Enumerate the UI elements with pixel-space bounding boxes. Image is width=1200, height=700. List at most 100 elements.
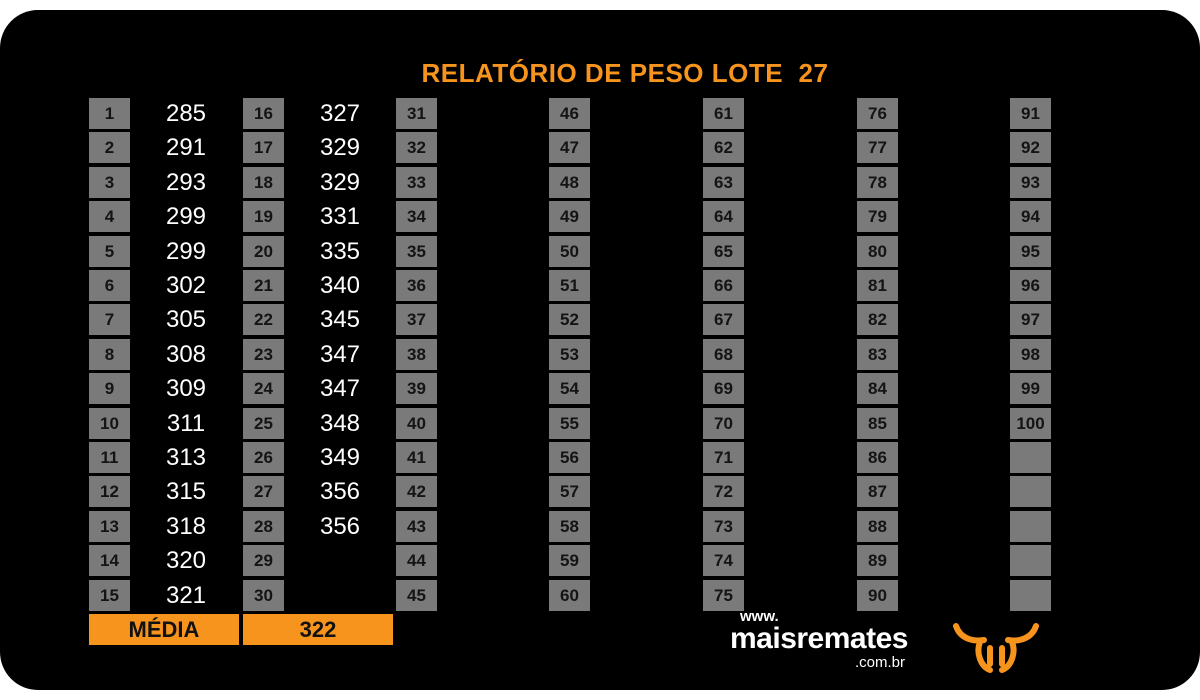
weight-value: 327 (319, 100, 361, 127)
average-label: MÉDIA (89, 614, 239, 645)
lot-number-cell: 99 (1010, 373, 1051, 404)
weight-value (904, 304, 1004, 335)
lot-number-cell: 2 (89, 132, 130, 163)
weight-value (596, 304, 696, 335)
weight-value (1057, 132, 1157, 163)
lot-number-cell: 71 (703, 442, 744, 473)
lot-number-cell: 57 (549, 476, 590, 507)
weight-value (1057, 545, 1157, 576)
lot-number-cell: 90 (857, 580, 898, 611)
lot-number-cell: 62 (703, 132, 744, 163)
lot-number-cell: 19 (243, 201, 284, 232)
lot-number-cell: 13 (89, 511, 130, 542)
weight-value (596, 339, 696, 370)
weight-value (904, 167, 1004, 198)
lot-number-cell: 22 (243, 304, 284, 335)
weight-value (1057, 580, 1157, 611)
lot-number-cell: 1 (89, 98, 130, 129)
weight-value (1057, 476, 1157, 507)
lot-number-cell: 64 (703, 201, 744, 232)
weight-value: 313 (165, 444, 207, 471)
weight-value: 356 (319, 513, 361, 540)
weight-value: 321 (165, 582, 207, 609)
weight-value: 302 (165, 272, 207, 299)
lot-number-cell: 40 (396, 408, 437, 439)
weight-value (1057, 511, 1157, 542)
weight-value (1057, 442, 1157, 473)
report-card (0, 10, 1200, 690)
lot-number-cell: 10 (89, 408, 130, 439)
weight-value (1057, 304, 1157, 335)
weight-value (596, 476, 696, 507)
weight-value (596, 373, 696, 404)
lot-number-cell: 85 (857, 408, 898, 439)
lot-number-cell: 30 (243, 580, 284, 611)
weight-value (750, 132, 850, 163)
lot-number-cell: 46 (549, 98, 590, 129)
weight-value (904, 511, 1004, 542)
lot-number-cell: 96 (1010, 270, 1051, 301)
weight-value (443, 442, 543, 473)
lot-number-cell: 76 (857, 98, 898, 129)
lot-number-cell: 18 (243, 167, 284, 198)
weight-value: 329 (319, 134, 361, 161)
weight-value: 335 (319, 238, 361, 265)
lot-number-cell: 41 (396, 442, 437, 473)
weight-value (750, 442, 850, 473)
lot-number-cell: 47 (549, 132, 590, 163)
weight-value (443, 476, 543, 507)
weight-value (750, 476, 850, 507)
weight-value (596, 580, 696, 611)
lot-number-cell: 59 (549, 545, 590, 576)
lot-number-cell: 29 (243, 545, 284, 576)
lot-number-cell: 91 (1010, 98, 1051, 129)
weight-value: 320 (165, 547, 207, 574)
weight-value (443, 132, 543, 163)
report-title: RELATÓRIO DE PESO LOTE 27 (421, 58, 829, 88)
lot-number-cell: 73 (703, 511, 744, 542)
weight-value (1057, 373, 1157, 404)
lot-number-cell: 24 (243, 373, 284, 404)
weight-value: 318 (165, 513, 207, 540)
weight-value: 305 (165, 306, 207, 333)
weight-value: 349 (319, 444, 361, 471)
weight-value (596, 167, 696, 198)
lot-number-cell: 58 (549, 511, 590, 542)
lot-number-cell: 98 (1010, 339, 1051, 370)
weight-value (1057, 98, 1157, 129)
weight-value: 308 (165, 341, 207, 368)
weight-value (596, 132, 696, 163)
weight-value (904, 442, 1004, 473)
weight-value (596, 98, 696, 129)
weight-value (443, 339, 543, 370)
lot-number-cell: 37 (396, 304, 437, 335)
lot-number-cell: 31 (396, 98, 437, 129)
lot-number-cell: 67 (703, 304, 744, 335)
weight-value (904, 236, 1004, 267)
weight-value (443, 373, 543, 404)
lot-number-cell: 53 (549, 339, 590, 370)
weight-value (750, 373, 850, 404)
weight-value (596, 545, 696, 576)
lot-number-cell: 84 (857, 373, 898, 404)
lot-number-cell: 38 (396, 339, 437, 370)
lot-number-cell: 78 (857, 167, 898, 198)
lot-number-cell: 79 (857, 201, 898, 232)
lot-number-cell: 16 (243, 98, 284, 129)
lot-number-cell: 61 (703, 98, 744, 129)
lot-number-cell: 69 (703, 373, 744, 404)
lot-number-cell: 66 (703, 270, 744, 301)
lot-number-cell: 88 (857, 511, 898, 542)
weight-value (904, 408, 1004, 439)
weight-value (904, 373, 1004, 404)
weight-value: 329 (319, 169, 361, 196)
bull-head-icon (953, 623, 1039, 673)
lot-number-cell: 95 (1010, 236, 1051, 267)
weight-value: 293 (165, 169, 207, 196)
lot-number-cell: 4 (89, 201, 130, 232)
lot-number-cell: 72 (703, 476, 744, 507)
weight-value (1057, 201, 1157, 232)
weight-value (443, 270, 543, 301)
lot-number-cell: 86 (857, 442, 898, 473)
lot-number-cell: 15 (89, 580, 130, 611)
